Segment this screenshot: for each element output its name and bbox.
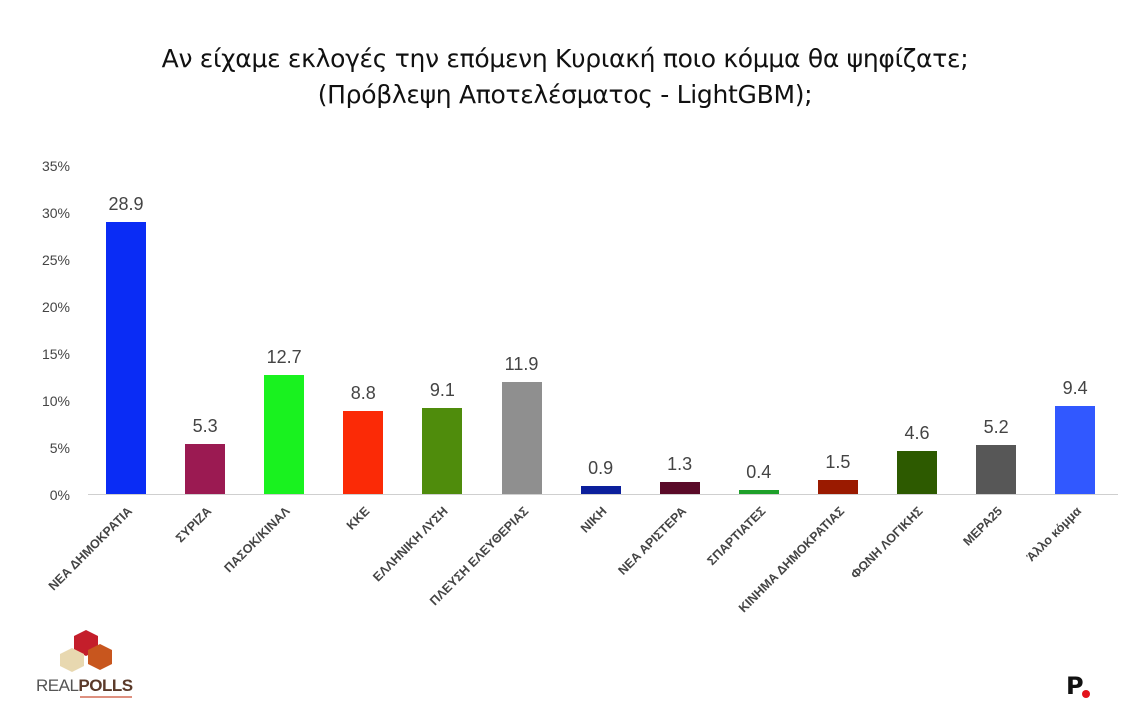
bar-value-label: 4.6 xyxy=(904,422,930,443)
bar xyxy=(343,411,384,494)
y-tick-label: 5% xyxy=(49,440,70,456)
x-axis-baseline xyxy=(88,494,1118,495)
bar-value-label: 1.3 xyxy=(667,453,693,474)
x-category-label: ΜΕΡΑ25 xyxy=(960,504,1006,549)
bar xyxy=(659,481,700,494)
publisher-logo: P xyxy=(1066,672,1084,700)
realpolls-wordmark: REALPOLLS xyxy=(36,676,133,696)
bar xyxy=(501,382,542,494)
realpolls-tagline xyxy=(80,696,132,698)
bar-value-label: 28.9 xyxy=(108,194,144,215)
x-category-label: ΕΛΛΗΝΙΚΗ ΛΥΣΗ xyxy=(370,504,452,585)
bar-value-label: 0.9 xyxy=(588,457,614,478)
bar-value-label: 9.4 xyxy=(1062,377,1088,398)
x-category-label: ΠΑΣΟΚ/ΚΙΝΑΛ xyxy=(221,504,293,576)
y-tick-label: 15% xyxy=(41,346,70,362)
bar xyxy=(106,222,146,494)
x-category-label: ΝΙΚΗ xyxy=(577,504,610,536)
bar-value-label: 8.8 xyxy=(350,383,376,404)
realpolls-text-bold: POLLS xyxy=(78,676,133,695)
x-category-label: ΣΠΑΡΤΙΑΤΕΣ xyxy=(704,504,769,569)
bar-value-label: 9.1 xyxy=(429,380,455,401)
realpolls-logo: REALPOLLS xyxy=(36,628,136,700)
x-category-label: Άλλο κόμμα xyxy=(1024,504,1085,565)
y-tick-label: 35% xyxy=(41,158,70,174)
y-tick-label: 20% xyxy=(41,299,70,315)
bar-value-label: 0.4 xyxy=(746,462,772,483)
chart-title-line2: (Πρόβλεψη Αποτελέσματος - LightGBM); xyxy=(317,80,813,109)
bar-value-label: 5.3 xyxy=(192,416,218,437)
y-tick-label: 30% xyxy=(41,205,70,221)
realpolls-text-light: REAL xyxy=(36,676,79,695)
bar-value-label: 5.2 xyxy=(983,417,1009,438)
x-category-label: ΣΥΡΙΖΑ xyxy=(173,504,215,546)
x-category-label: ΦΩΝΗ ΛΟΓΙΚΗΣ xyxy=(848,504,926,582)
bar xyxy=(738,490,779,494)
y-tick-label: 25% xyxy=(41,252,70,268)
y-tick-label: 10% xyxy=(41,393,70,409)
bar-value-label: 11.9 xyxy=(504,354,539,375)
publisher-logo-dot xyxy=(1082,690,1090,698)
bar xyxy=(976,445,1017,494)
bar xyxy=(264,374,305,494)
cubes-icon xyxy=(60,630,112,672)
bar xyxy=(817,479,858,494)
bar xyxy=(1055,405,1096,494)
bar xyxy=(897,450,937,494)
y-tick-label: 0% xyxy=(49,487,70,503)
bar xyxy=(580,485,621,494)
bar xyxy=(185,444,226,494)
x-category-label: ΝΕΑ ΑΡΙΣΤΕΡΑ xyxy=(615,504,689,578)
chart-title-line1: Αν είχαμε εκλογές την επόμενη Κυριακή πο… xyxy=(161,44,969,73)
x-category-label: ΚΚΕ xyxy=(344,504,373,533)
x-category-label: ΝΕΑ ΔΗΜΟΚΡΑΤΙΑ xyxy=(45,504,136,594)
bar-value-label: 12.7 xyxy=(266,346,302,367)
bar xyxy=(422,408,463,494)
bar-value-label: 1.5 xyxy=(825,451,851,472)
